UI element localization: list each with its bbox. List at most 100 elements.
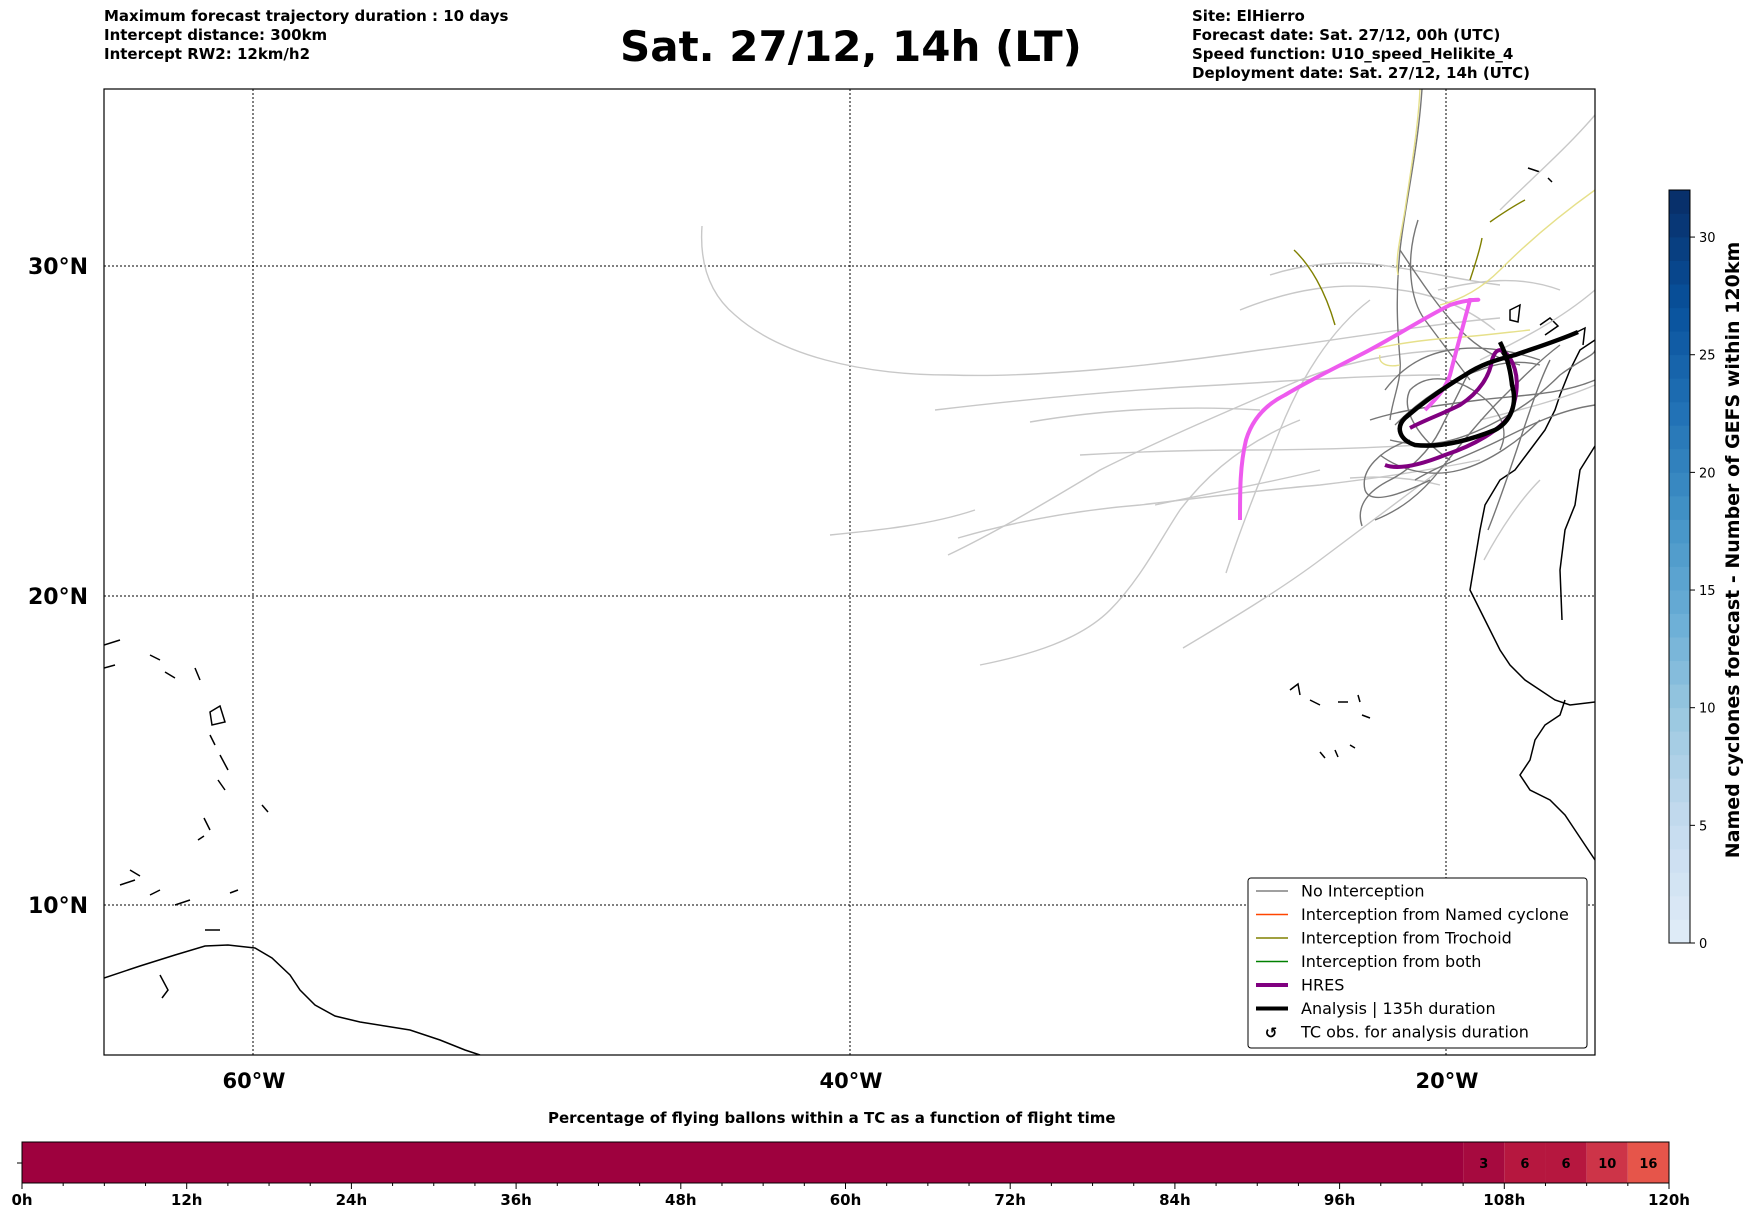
caribbean-islands [104,639,269,999]
colorbar-label: Named cyclones forecast - Number of GEFS… [1722,241,1744,859]
forecast-date-text: Forecast date: Sat. 27/12, 00h (UTC) [1192,26,1501,44]
flight-bar-segment [1586,1142,1628,1183]
lon-label-60w: 60°W [223,1069,286,1093]
page-title: Sat. 27/12, 14h (LT) [620,22,1082,71]
trajectories-light [700,114,1595,666]
colorbar-segment [1669,401,1690,426]
colorbar-segment [1669,331,1690,356]
colorbar-segment [1669,919,1690,944]
legend-label: No Interception [1301,882,1425,901]
colorbar-segment [1669,354,1690,379]
colorbar-segment [1669,495,1690,520]
legend-label: Interception from Named cyclone [1301,905,1569,924]
legend-label: TC obs. for analysis duration [1300,1023,1529,1042]
legend-item: Analysis | 135h duration [1256,999,1496,1018]
flight-bar-segment [1504,1142,1546,1183]
hres-magenta-track [1238,297,1481,521]
site-text: Site: ElHierro [1192,7,1305,25]
lat-label-30n: 30°N [28,255,88,280]
africa-coast [1469,339,1595,861]
flight-bar-tick-label: 24h [336,1191,368,1209]
colorbar-segment [1669,307,1690,332]
colorbar-frame [1668,189,1691,944]
colorbar-segment [1669,895,1690,920]
legend-label: Interception from both [1301,952,1481,971]
colorbar-segment [1669,566,1690,591]
colorbar-segment [1669,707,1690,732]
flight-bar-segment [1545,1142,1587,1183]
colorbar-segment [1669,825,1690,850]
colorbar-segment [1669,448,1690,473]
south-america-coast [104,944,481,1055]
legend-item: ↺ TC obs. for analysis duration [1265,1023,1529,1043]
trajectories-trochoid [1293,199,1526,326]
colorbar-segment [1669,848,1690,873]
map-frame [103,88,1596,1056]
coastlines [104,167,1595,1055]
flight-bar-tick-label: 120h [1648,1191,1690,1209]
colorbar-tick-label: 20 [1699,466,1716,481]
colorbar-segment [1669,684,1690,709]
colorbar: 0 5 10 15 20 25 30 [1668,189,1716,952]
colorbar-segment [1669,237,1690,261]
legend-label: HRES [1301,976,1344,995]
colorbar-segment [1669,590,1690,614]
flight-bar-segment [22,1142,1464,1183]
header-right-info: Site: ElHierro Forecast date: Sat. 27/12… [1192,7,1530,83]
colorbar-tick-label: 0 [1699,937,1707,952]
flight-time-bar: 3 6 6 10 16 0h 12h 24h 36h 48h 60h 72h 84h 96h 108h 12… [11,1141,1690,1209]
colorbar-segment [1669,260,1690,285]
header-left-info: Maximum forecast trajectory duration : 1… [104,7,508,64]
colorbar-segment [1669,213,1690,238]
colorbar-segment [1669,731,1690,756]
flight-bar-value: 6 [1520,1157,1529,1172]
legend-item: Interception from Trochoid [1256,929,1512,948]
flight-bar-tick-label: 108h [1483,1191,1525,1209]
flight-bar-tick-label: 36h [500,1191,532,1209]
legend-item: Interception from both [1256,952,1481,971]
colorbar-tick-label: 15 [1699,584,1716,599]
colorbar-segment [1669,801,1690,826]
flight-bar-tick-label: 48h [665,1191,697,1209]
flight-bar-value: 10 [1598,1157,1616,1172]
flight-bar-tick-label: 0h [11,1191,32,1209]
flight-bar-segment [1627,1142,1669,1183]
legend-item: HRES [1256,976,1344,995]
colorbar-segment [1669,542,1690,567]
colorbar-tick-label: 30 [1699,231,1716,246]
flight-bar-tick-label: 12h [171,1191,203,1209]
flight-bar-value: 6 [1562,1157,1571,1172]
trajectories-dark [1359,89,1595,531]
colorbar-segment [1669,472,1690,497]
intercept-rw2-text: Intercept RW2: 12km/h2 [104,45,311,63]
analysis-track [1397,329,1579,448]
lon-label-20w: 20°W [1416,1069,1479,1093]
legend-label: Interception from Trochoid [1301,929,1512,948]
flight-bar-tick-label: 96h [1324,1191,1356,1209]
lat-label-10n: 10°N [28,894,88,919]
colorbar-label-wrap: Named cyclones forecast - Number of GEFS… [1718,170,1748,930]
colorbar-segment [1669,519,1690,544]
colorbar-segment [1669,660,1690,685]
speed-function-text: Speed function: U10_speed_Helikite_4 [1192,45,1514,63]
deployment-date-text: Deployment date: Sat. 27/12, 14h (UTC) [1192,64,1530,82]
colorbar-segment [1669,778,1690,803]
colorbar-segment [1669,425,1690,450]
legend: No Interception Interception from Named c… [1247,877,1588,1049]
flight-bar-value: 3 [1479,1157,1488,1172]
flight-bar-title: Percentage of flying ballons within a TC… [548,1109,1116,1127]
canary-islands [1499,167,1586,359]
legend-item: Interception from Named cyclone [1256,905,1569,924]
colorbar-tick-label: 10 [1699,702,1716,717]
flight-bar-segment [1463,1142,1505,1183]
lat-label-20n: 20°N [28,585,88,610]
max-duration-text: Maximum forecast trajectory duration : 1… [104,7,509,25]
colorbar-segment [1669,637,1690,662]
trajectories-pale [1369,89,1595,367]
colorbar-tick-label: 5 [1699,819,1707,834]
lon-label-40w: 40°W [820,1069,883,1093]
colorbar-segment [1669,872,1690,897]
flight-bar-tick-label: 60h [830,1191,862,1209]
tc-obs-symbol-icon: ↺ [1265,1024,1278,1042]
